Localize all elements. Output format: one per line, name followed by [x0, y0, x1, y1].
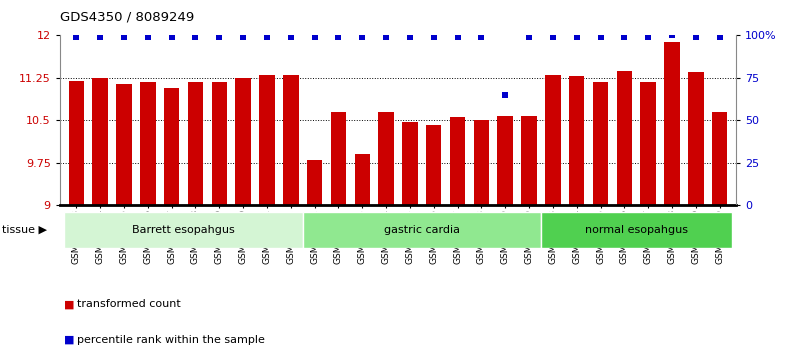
Point [94, 34, 107, 40]
Text: normal esopahgus: normal esopahgus [585, 225, 688, 235]
Bar [617, 71, 632, 205]
Bar [569, 76, 584, 205]
Bar [498, 116, 513, 205]
Bar [450, 117, 466, 205]
Bar [302, 212, 541, 248]
Bar [521, 116, 537, 205]
Bar [545, 75, 560, 205]
Point [475, 34, 488, 40]
Point [404, 34, 416, 40]
Bar [64, 212, 302, 248]
Bar [593, 82, 608, 205]
Point [332, 34, 345, 40]
Bar [330, 112, 346, 205]
Point [166, 34, 178, 40]
Point [713, 34, 726, 40]
Bar [378, 112, 394, 205]
Bar [688, 72, 704, 205]
Point [380, 34, 392, 40]
Bar [212, 82, 227, 205]
Bar [354, 154, 370, 205]
Bar [164, 87, 179, 205]
Point [523, 34, 536, 40]
Bar [92, 78, 108, 205]
Point [642, 34, 654, 40]
Bar [426, 125, 442, 205]
Point [547, 34, 560, 40]
Point [665, 33, 678, 38]
Text: Barrett esopahgus: Barrett esopahgus [132, 225, 235, 235]
Bar [140, 82, 155, 205]
Point [308, 34, 321, 40]
Bar [402, 122, 418, 205]
Text: tissue ▶: tissue ▶ [2, 225, 48, 235]
Bar [116, 84, 132, 205]
Point [427, 34, 440, 40]
Bar [188, 82, 203, 205]
Point [284, 34, 297, 40]
Bar [307, 160, 322, 205]
Point [618, 34, 630, 40]
Bar [641, 82, 656, 205]
Point [594, 34, 607, 40]
Point [70, 34, 83, 40]
Text: percentile rank within the sample: percentile rank within the sample [77, 335, 265, 345]
Text: GDS4350 / 8089249: GDS4350 / 8089249 [60, 11, 194, 24]
Point [689, 34, 702, 40]
Bar [712, 112, 728, 205]
Text: transformed count: transformed count [77, 299, 181, 309]
Bar [259, 75, 275, 205]
Point [118, 34, 131, 40]
Point [356, 34, 369, 40]
Point [499, 92, 512, 98]
Point [570, 34, 583, 40]
Text: ■: ■ [64, 335, 74, 345]
Bar [236, 79, 251, 205]
Point [189, 34, 202, 40]
Point [236, 34, 249, 40]
Bar [664, 42, 680, 205]
Bar [474, 120, 489, 205]
Point [213, 34, 226, 40]
Bar [283, 75, 298, 205]
Bar [68, 81, 84, 205]
Bar [541, 212, 732, 248]
Point [142, 34, 154, 40]
Text: ■: ■ [64, 299, 74, 309]
Point [451, 34, 464, 40]
Point [260, 34, 273, 40]
Text: gastric cardia: gastric cardia [384, 225, 460, 235]
